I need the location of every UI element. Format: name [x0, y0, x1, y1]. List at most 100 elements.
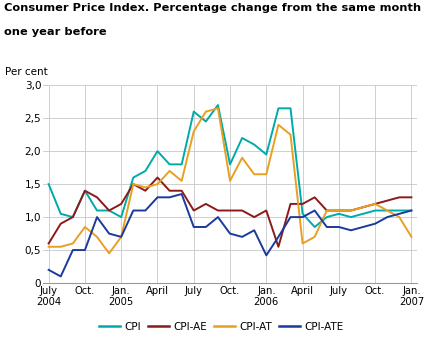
CPI-AT [348, 208, 354, 212]
CPI-AT [155, 182, 160, 186]
CPI [373, 208, 378, 212]
CPI-AT [288, 133, 293, 137]
CPI-AT [239, 156, 245, 160]
CPI [300, 212, 305, 216]
CPI [155, 149, 160, 153]
CPI-ATE [385, 215, 390, 219]
CPI-ATE [348, 228, 354, 232]
CPI-ATE [95, 215, 100, 219]
CPI [409, 208, 414, 212]
CPI-ATE [155, 195, 160, 199]
CPI [46, 182, 51, 186]
CPI [276, 106, 281, 110]
CPI [336, 212, 341, 216]
CPI [288, 106, 293, 110]
CPI [167, 162, 172, 166]
CPI-AE [373, 202, 378, 206]
CPI-ATE [324, 225, 329, 229]
CPI [252, 143, 257, 147]
CPI-AT [106, 251, 112, 255]
CPI-ATE [82, 248, 87, 252]
CPI [312, 225, 317, 229]
CPI [179, 162, 184, 166]
CPI [397, 208, 402, 212]
CPI-ATE [167, 195, 172, 199]
CPI-ATE [216, 215, 221, 219]
CPI-AE [276, 245, 281, 249]
CPI-ATE [239, 235, 245, 239]
CPI-AE [239, 208, 245, 212]
CPI-ATE [143, 208, 148, 212]
CPI-ATE [203, 225, 208, 229]
CPI-AE [360, 205, 366, 209]
CPI [216, 103, 221, 107]
CPI-AT [324, 208, 329, 212]
CPI-AT [191, 129, 196, 133]
Line: CPI-AT: CPI-AT [49, 108, 412, 253]
CPI [58, 212, 63, 216]
CPI-AE [288, 202, 293, 206]
CPI-AE [227, 208, 233, 212]
CPI-AE [82, 189, 87, 193]
CPI-ATE [409, 208, 414, 212]
CPI-AE [336, 208, 341, 212]
CPI-AE [119, 202, 124, 206]
CPI-AT [373, 202, 378, 206]
CPI [324, 215, 329, 219]
CPI-ATE [264, 253, 269, 257]
CPI-AE [70, 215, 75, 219]
CPI [239, 136, 245, 140]
CPI-AT [397, 215, 402, 219]
CPI-AT [143, 186, 148, 190]
CPI-AE [46, 241, 51, 246]
CPI-AT [227, 179, 233, 183]
CPI-AT [336, 208, 341, 212]
CPI [119, 215, 124, 219]
Legend: CPI, CPI-AE, CPI-AT, CPI-ATE: CPI, CPI-AE, CPI-AT, CPI-ATE [95, 317, 348, 336]
CPI-AT [312, 235, 317, 239]
CPI-AT [58, 245, 63, 249]
CPI [143, 169, 148, 173]
CPI-AE [95, 195, 100, 199]
CPI [348, 215, 354, 219]
Text: one year before: one year before [4, 27, 107, 37]
CPI [227, 162, 233, 166]
CPI-ATE [179, 192, 184, 196]
CPI-ATE [131, 208, 136, 212]
CPI-AT [216, 106, 221, 110]
Line: CPI: CPI [49, 105, 412, 227]
Text: Per cent: Per cent [5, 67, 48, 77]
Line: CPI-ATE: CPI-ATE [49, 194, 412, 277]
CPI [385, 208, 390, 212]
CPI-AE [264, 208, 269, 212]
CPI-AE [216, 208, 221, 212]
CPI-AE [191, 208, 196, 212]
CPI-AT [95, 235, 100, 239]
CPI-ATE [373, 222, 378, 226]
CPI-ATE [227, 232, 233, 236]
CPI-AT [70, 241, 75, 246]
CPI-ATE [119, 235, 124, 239]
CPI-AE [58, 222, 63, 226]
CPI [203, 119, 208, 123]
CPI-AT [119, 235, 124, 239]
CPI-AT [46, 245, 51, 249]
CPI-AT [203, 109, 208, 114]
CPI-AE [324, 208, 329, 212]
CPI [264, 152, 269, 157]
CPI [82, 189, 87, 193]
CPI-AT [179, 179, 184, 183]
CPI-AT [409, 235, 414, 239]
CPI-AT [300, 241, 305, 246]
CPI-AT [385, 208, 390, 212]
CPI-AE [131, 182, 136, 186]
CPI-AT [131, 182, 136, 186]
CPI-ATE [312, 208, 317, 212]
CPI-AT [264, 172, 269, 176]
CPI-ATE [46, 268, 51, 272]
CPI-AE [252, 215, 257, 219]
CPI-AE [155, 176, 160, 180]
CPI-AE [397, 195, 402, 199]
CPI-ATE [360, 225, 366, 229]
CPI-AT [252, 172, 257, 176]
